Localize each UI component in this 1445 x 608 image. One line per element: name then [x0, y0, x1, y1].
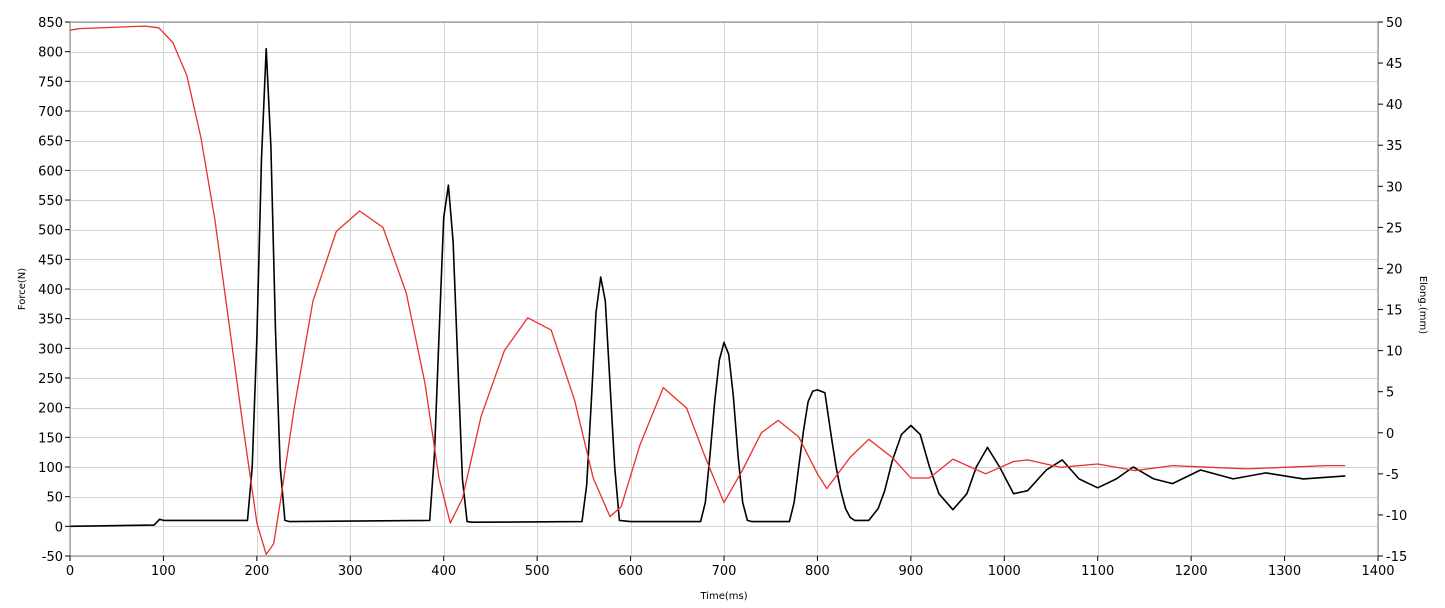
x-axis-title: Time(ms) [699, 591, 747, 602]
x-tick-label: 400 [431, 564, 456, 579]
y2-tick-label: 10 [1386, 345, 1403, 360]
y-tick-label: 150 [38, 431, 63, 446]
y-tick-label: 250 [38, 372, 63, 387]
y2-tick-label: -15 [1386, 550, 1407, 565]
y-tick-label: 100 [38, 461, 63, 476]
x-tick-label: 700 [712, 564, 737, 579]
y-tick-label: 200 [38, 402, 63, 417]
series-group [69, 25, 1346, 556]
y2-tick-label: 25 [1386, 221, 1403, 236]
y-tick-label: 550 [38, 194, 63, 209]
x-tick-label: 300 [338, 564, 363, 579]
y2-tick-label: 50 [1386, 16, 1403, 31]
x-tick-label: 1300 [1268, 564, 1301, 579]
y-tick-label: 500 [38, 224, 63, 239]
y-tick-label: 700 [38, 105, 63, 120]
y2-tick-label: 15 [1386, 304, 1403, 319]
left-y-axis: -50 0 50 100 150 200 250 300 350 400 450 500 550 600 6… [38, 16, 70, 565]
x-tick-label: 1200 [1175, 564, 1208, 579]
y-axis-title: Force(N) [17, 268, 28, 310]
x-tick-label: 0 [66, 564, 74, 579]
right-y-axis: -15 -10 -5 0 5 10 15 20 25 30 35 40 45 50 [1378, 16, 1407, 565]
elongation-series-line [69, 25, 1346, 556]
y2-tick-label: 20 [1386, 262, 1403, 277]
x-tick-label: 100 [151, 564, 176, 579]
y-tick-label: 750 [38, 75, 63, 90]
x-tick-label: 1400 [1361, 564, 1394, 579]
y2-tick-label: -5 [1386, 468, 1399, 483]
x-tick-label: 900 [898, 564, 923, 579]
x-tick-label: 1000 [988, 564, 1021, 579]
x-tick-label: 1100 [1081, 564, 1114, 579]
y2-tick-label: 35 [1386, 139, 1403, 154]
x-tick-label: 200 [244, 564, 269, 579]
x-axis: 0 100 200 300 400 500 600 700 800 900 1000 1100 1200… [66, 556, 1395, 579]
x-tick-label: 800 [805, 564, 830, 579]
y2-tick-label: 30 [1386, 180, 1403, 195]
y-tick-label: 850 [38, 16, 63, 31]
y2-tick-label: 40 [1386, 98, 1403, 113]
y-tick-label: 600 [38, 164, 63, 179]
y2-tick-label: -10 [1386, 509, 1407, 524]
y-tick-label: 350 [38, 313, 63, 328]
y-tick-label: 300 [38, 342, 63, 357]
y-tick-label: 650 [38, 135, 63, 150]
y2-tick-label: 0 [1386, 427, 1394, 442]
y-tick-label: -50 [42, 550, 63, 565]
y2-tick-label: 45 [1386, 57, 1403, 72]
y-tick-label: 0 [55, 520, 63, 535]
y2-tick-label: 5 [1386, 386, 1394, 401]
x-tick-label: 500 [525, 564, 550, 579]
y-tick-label: 800 [38, 46, 63, 61]
y-tick-label: 450 [38, 253, 63, 268]
y2-axis-title: Elong.(mm) [1417, 276, 1428, 334]
y-tick-label: 400 [38, 283, 63, 298]
x-tick-label: 600 [618, 564, 643, 579]
y-tick-label: 50 [46, 491, 63, 506]
